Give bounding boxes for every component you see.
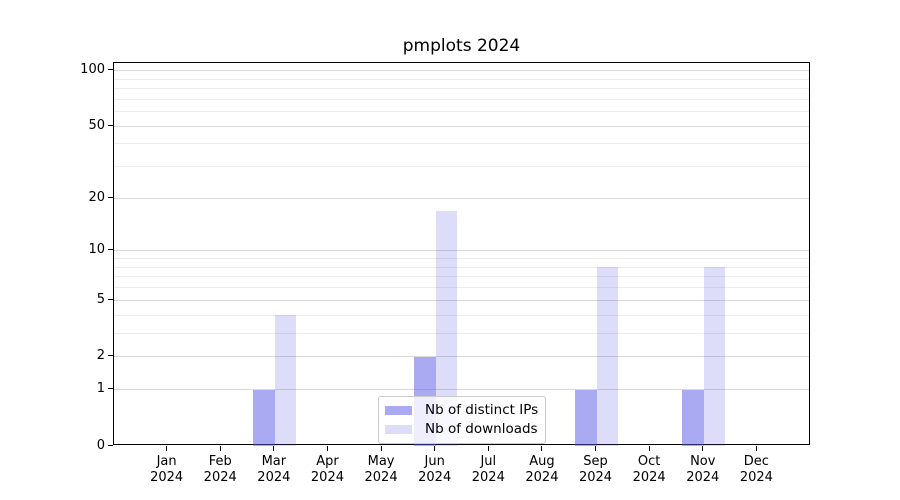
gridline-minor-70 <box>114 98 809 100</box>
y-tick-mark-2 <box>108 355 113 357</box>
gridline-major-20 <box>114 197 809 199</box>
y-tick-label-50: 50 <box>88 117 105 133</box>
bar-distinct-ips-mar <box>253 389 275 446</box>
y-tick-label-100: 100 <box>80 62 105 78</box>
x-tick-mark-mar <box>273 446 275 451</box>
gridline-minor-4 <box>114 314 809 316</box>
chart-title: pmplots 2024 <box>402 36 521 56</box>
gridline-minor-7 <box>114 276 809 278</box>
x-tick-label-mar: Mar 2024 <box>257 454 291 485</box>
x-tick-mark-sep <box>595 446 597 451</box>
x-tick-label-sep: Sep 2024 <box>578 454 613 485</box>
bar-downloads-mar <box>274 315 297 446</box>
gridline-minor-9 <box>114 258 809 260</box>
gridline-minor-30 <box>114 166 809 168</box>
y-tick-mark-50 <box>108 124 113 126</box>
bar-downloads-nov <box>703 267 726 446</box>
y-tick-label-2: 2 <box>96 348 105 364</box>
gridline-minor-3 <box>114 332 809 334</box>
x-tick-mark-nov <box>702 446 704 451</box>
gridline-minor-8 <box>114 266 809 268</box>
x-tick-label-jul: Jul 2024 <box>471 454 505 485</box>
x-tick-label-apr: Apr 2024 <box>310 454 344 485</box>
x-tick-label-jun: Jun 2024 <box>418 454 452 485</box>
y-tick-mark-20 <box>108 196 113 198</box>
x-tick-mark-jul <box>487 446 489 451</box>
gridline-minor-60 <box>114 111 809 113</box>
bar-distinct-ips-nov <box>682 389 704 446</box>
legend-label-downloads: Nb of downloads <box>425 421 538 437</box>
gridline-major-5 <box>114 299 809 301</box>
x-tick-mark-oct <box>648 446 650 451</box>
y-tick-mark-5 <box>108 298 113 300</box>
bar-distinct-ips-sep <box>575 389 597 446</box>
x-tick-label-dec: Dec 2024 <box>739 454 773 485</box>
y-tick-mark-1 <box>108 388 113 390</box>
legend-item-distinct-ips: Nb of distinct IPs <box>385 403 538 418</box>
y-tick-mark-100 <box>108 69 113 71</box>
legend-label-distinct-ips: Nb of distinct IPs <box>425 402 539 418</box>
gridline-major-1 <box>114 389 809 391</box>
y-tick-label-20: 20 <box>88 189 105 205</box>
bar-downloads-jun <box>435 210 458 446</box>
x-tick-mark-aug <box>541 446 543 451</box>
bar-downloads-sep <box>596 267 618 446</box>
x-tick-mark-may <box>380 446 382 451</box>
legend-swatch-distinct-ips <box>385 406 412 415</box>
x-tick-label-jan: Jan 2024 <box>150 454 184 485</box>
legend: Nb of distinct IPs Nb of downloads <box>378 396 547 444</box>
x-tick-label-aug: Aug 2024 <box>525 454 559 485</box>
gridline-major-50 <box>114 125 809 127</box>
x-tick-label-feb: Feb 2024 <box>203 454 237 485</box>
y-tick-mark-10 <box>108 249 113 251</box>
x-tick-mark-feb <box>219 446 221 451</box>
x-tick-label-oct: Oct 2024 <box>632 454 666 485</box>
y-tick-label-0: 0 <box>96 437 105 453</box>
legend-item-downloads: Nb of downloads <box>385 422 538 437</box>
gridline-major-10 <box>114 250 809 252</box>
gridline-minor-40 <box>114 143 809 145</box>
gridline-minor-6 <box>114 287 809 289</box>
gridline-major-100 <box>114 70 809 72</box>
y-tick-mark-0 <box>108 444 113 446</box>
legend-swatch-downloads <box>385 425 412 434</box>
x-tick-label-nov: Nov 2024 <box>686 454 720 485</box>
x-tick-label-may: May 2024 <box>364 454 398 485</box>
y-tick-label-1: 1 <box>96 381 105 397</box>
gridline-major-2 <box>114 356 809 358</box>
gridline-minor-80 <box>114 88 809 90</box>
y-tick-label-5: 5 <box>96 291 105 307</box>
x-tick-mark-dec <box>755 446 757 451</box>
x-tick-mark-jan <box>166 446 168 451</box>
y-tick-label-10: 10 <box>88 242 105 258</box>
plot-area <box>113 62 810 446</box>
gridline-minor-90 <box>114 78 809 80</box>
x-tick-mark-apr <box>326 446 328 451</box>
x-tick-mark-jun <box>434 446 436 451</box>
